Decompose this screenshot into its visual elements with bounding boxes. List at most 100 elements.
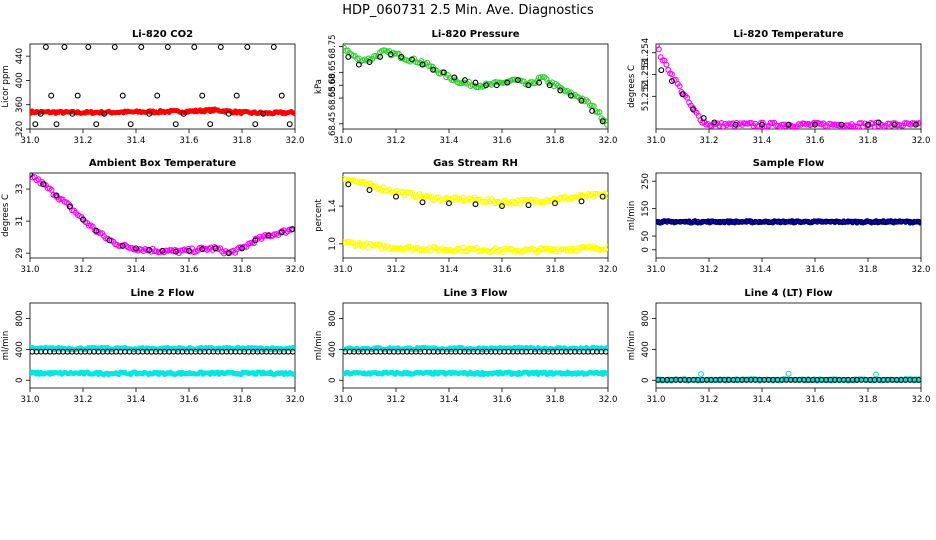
co2-xtick-label: 31.4 <box>127 136 146 146</box>
pressure-avg-point <box>377 53 384 60</box>
co2-ylabel: Licor ppm <box>1 65 11 107</box>
line2-ytick-label: 0 <box>15 378 25 383</box>
rh-lower-point <box>405 243 412 250</box>
line4-fine-spike <box>698 371 704 378</box>
line3-xtick-label: 31.4 <box>440 395 459 405</box>
co2-avg-point <box>233 92 240 99</box>
rh-ytick-label: 1.4 <box>328 199 338 213</box>
series-line2-lower <box>30 369 295 378</box>
pressure-fine-point <box>587 102 593 109</box>
ambient-xtick-label: 32.0 <box>286 265 305 275</box>
pressure-avg-point <box>440 69 447 76</box>
rh-avg-point <box>419 199 426 206</box>
temp-avg-point <box>785 121 792 128</box>
sample-ytick-label: 150 <box>641 201 651 217</box>
panel-line2: Line 2 Flow ml/min 31.0 31.2 31.4 31.6 31.8 32.… <box>1 288 304 405</box>
rh-upper-point <box>479 198 486 205</box>
sample-ytick-label: 50 <box>641 231 651 242</box>
rh-lower-point <box>462 248 469 255</box>
ambient-avg-point <box>212 245 219 252</box>
sample-xtick-label: 31.6 <box>806 265 825 275</box>
co2-ytick-label: 440 <box>15 48 25 64</box>
series-temp-fine <box>656 44 921 129</box>
rh-avg-point <box>599 193 606 200</box>
pressure-title: Li-820 Pressure <box>431 29 519 40</box>
co2-avg-point <box>37 110 44 117</box>
sample-ylabel: ml/min <box>627 201 637 231</box>
ambient-fine-point <box>48 186 55 193</box>
co2-xtick-label: 32.0 <box>286 136 305 146</box>
co2-avg-point <box>101 110 108 117</box>
temp-avg-point <box>875 119 882 126</box>
line2-xtick-label: 31.4 <box>127 395 146 405</box>
pressure-xtick-label: 31.4 <box>440 136 459 146</box>
pressure-xtick-label: 31.8 <box>546 136 565 146</box>
pressure-avg-point <box>419 61 426 68</box>
pressure-avg-point <box>557 87 564 94</box>
co2-avg-point <box>48 92 55 99</box>
pressure-points <box>343 44 608 128</box>
line2-ytick-label: 400 <box>15 341 25 357</box>
co2-avg-point <box>252 121 259 128</box>
temperature-ylabel: degrees C <box>627 65 637 108</box>
ambient-avg-point <box>66 203 73 210</box>
ambient-avg-point <box>172 248 179 255</box>
temp-fine-point <box>669 71 676 78</box>
line4-avg-point <box>915 376 921 383</box>
line3-title: Line 3 Flow <box>444 288 508 299</box>
ambient-fine-point <box>116 243 122 249</box>
ambient-avg-point <box>252 237 259 244</box>
pressure-fine-point <box>596 109 603 116</box>
pressure-avg-point <box>546 82 553 89</box>
line4-points <box>656 370 921 384</box>
pressure-plot-frame <box>342 43 609 130</box>
series-co2-avg <box>32 44 293 128</box>
line4-ylabel: ml/min <box>627 331 637 361</box>
co2-fine-point <box>291 110 295 116</box>
rh-lower-point <box>375 241 381 248</box>
ambient-avg-point <box>80 216 86 223</box>
line2-xtick-label: 31.6 <box>180 395 199 405</box>
rh-upper-point <box>592 190 599 197</box>
rh-upper-point <box>581 193 588 200</box>
co2-ytick-label: 320 <box>15 121 25 137</box>
series-co2-fine <box>30 106 295 117</box>
co2-avg-point <box>244 44 251 50</box>
sample-xtick-label: 32.0 <box>912 265 931 275</box>
line4-xtick-label: 31.4 <box>753 395 772 405</box>
rh-lower-point <box>592 245 599 252</box>
pressure-xtick-label: 31.0 <box>334 136 353 146</box>
ambient-xtick-label: 31.4 <box>127 265 146 275</box>
pressure-ytick-label: 68.75 <box>328 34 338 58</box>
ambient-xtick-label: 31.2 <box>74 265 93 275</box>
pressure-avg-point <box>567 92 574 99</box>
ambient-fine-point <box>166 247 173 254</box>
pressure-xtick-label: 31.6 <box>493 136 512 146</box>
line4-ytick-label: 400 <box>641 341 651 357</box>
temp-avg-point <box>838 121 845 128</box>
line3-xtick-label: 31.0 <box>334 395 353 405</box>
pressure-avg-point <box>355 61 362 68</box>
line2-ylabel: ml/min <box>1 331 11 361</box>
pressure-ytick-label: 68.45 <box>328 112 338 136</box>
co2-avg-point <box>127 121 134 128</box>
line3-points <box>343 344 608 378</box>
pressure-avg-point <box>493 82 500 89</box>
temperature-xtick-label: 31.2 <box>700 136 719 146</box>
ambient-ylabel: degrees C <box>1 194 11 237</box>
ambient-xtick-label: 31.0 <box>21 265 40 275</box>
ambient-ytick-label: 29 <box>15 248 25 259</box>
pressure-fine-point <box>426 63 433 70</box>
temp-avg-point <box>759 121 765 128</box>
pressure-fine-point <box>371 53 378 59</box>
ambient-ytick-label: 33 <box>15 184 25 195</box>
pressure-fine-point <box>456 80 463 87</box>
line3-ytick-label: 0 <box>328 378 338 383</box>
co2-avg-point <box>180 110 187 117</box>
co2-avg-point <box>172 121 179 128</box>
rh-lower-point <box>373 241 380 248</box>
ambient-fine-point <box>151 248 158 255</box>
pressure-avg-point <box>366 59 373 65</box>
co2-avg-point <box>32 121 39 128</box>
series-rh-lower <box>343 238 608 256</box>
